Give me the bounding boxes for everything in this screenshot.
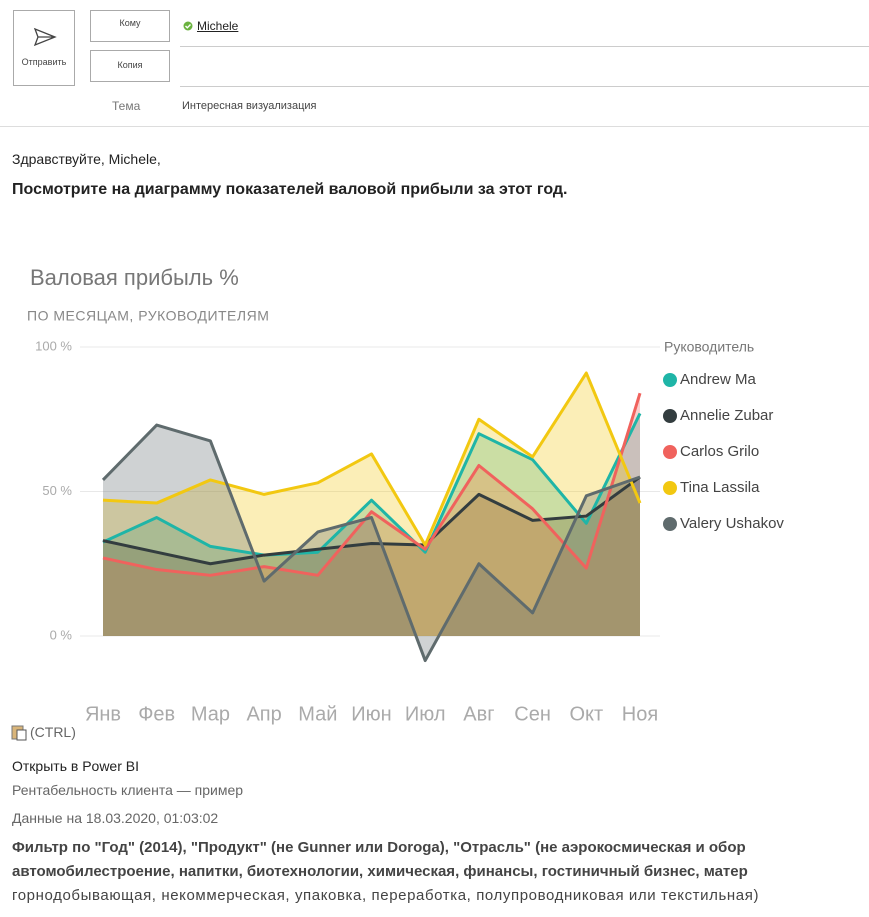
x-tick-label: Янв xyxy=(85,703,121,725)
line xyxy=(102,475,641,566)
chart-subtitle: ПО МЕСЯЦАМ, РУКОВОДИТЕЛЯМ xyxy=(27,308,269,324)
filter-line: автомобилестроение, напитки, биотехнолог… xyxy=(12,863,748,880)
x-tick-label: Авг xyxy=(463,703,494,725)
powerbi-link[interactable]: Открыть в Power BI xyxy=(12,758,139,774)
legend-marker xyxy=(663,409,677,423)
cc-button[interactable]: Копия xyxy=(90,50,170,82)
x-tick-label: Фев xyxy=(138,703,175,725)
x-tick-label: Окт xyxy=(569,703,603,725)
x-tick-label: Мар xyxy=(191,703,230,725)
x-tick-label: Сен xyxy=(514,703,551,725)
legend-marker xyxy=(663,481,677,495)
line xyxy=(102,412,642,557)
filter-line: Фильтр по "Год" (2014), "Продукт" (не Gu… xyxy=(12,839,746,856)
divider xyxy=(180,46,869,47)
filter-line: горнодобывающая, некоммерческая, упаковк… xyxy=(12,887,760,904)
legend-label: Andrew Ma xyxy=(680,371,757,388)
line xyxy=(102,392,642,577)
y-tick-label: 100 % xyxy=(35,338,72,353)
chart: Валовая прибыль % ПО МЕСЯЦАМ, РУКОВОДИТЕ… xyxy=(27,265,784,725)
legend-title: Руководитель xyxy=(664,339,754,355)
area xyxy=(103,477,640,636)
timestamp: Данные на 18.03.2020, 01:03:02 xyxy=(12,810,219,826)
send-icon xyxy=(33,27,57,47)
area xyxy=(103,413,640,636)
legend-label: Valery Ushakov xyxy=(680,515,784,532)
chart-title: Валовая прибыль % xyxy=(30,265,239,290)
paste-icon xyxy=(11,725,27,741)
legend-label: Tina Lassila xyxy=(680,479,760,496)
x-tick-label: Июн xyxy=(351,703,391,725)
x-tick-label: Апр xyxy=(246,703,281,725)
area xyxy=(103,393,640,636)
subject-label: Тема xyxy=(112,99,141,113)
to-button[interactable]: Кому xyxy=(90,10,170,42)
divider xyxy=(0,126,869,127)
send-button[interactable]: Отправить xyxy=(13,10,75,86)
legend-label: Carlos Grilo xyxy=(680,443,759,460)
y-tick-label: 0 % xyxy=(50,627,73,642)
filter-text: Фильтр по "Год" (2014), "Продукт" (не Gu… xyxy=(12,836,869,908)
legend-marker xyxy=(663,517,677,531)
legend-marker xyxy=(663,373,677,387)
paste-hint: (CTRL) xyxy=(30,724,76,740)
line xyxy=(102,371,642,547)
send-label: Отправить xyxy=(21,57,67,67)
report-name: Рентабельность клиента — пример xyxy=(12,782,244,798)
subject: Интересная визуализация xyxy=(182,100,317,112)
divider xyxy=(180,86,869,87)
y-tick-label: 50 % xyxy=(42,483,72,498)
check-icon xyxy=(183,21,193,31)
x-tick-label: Май xyxy=(298,703,337,725)
legend-marker xyxy=(663,445,677,459)
x-tick-label: Ноя xyxy=(622,703,658,725)
legend-label: Annelie Zubar xyxy=(680,407,773,424)
message: Посмотрите на диаграмму показателей вало… xyxy=(12,181,568,198)
greeting: Здравствуйте, Michele, xyxy=(12,151,161,167)
recipient[interactable]: Michele xyxy=(197,19,239,33)
line xyxy=(101,423,641,663)
x-tick-label: Июл xyxy=(405,703,446,725)
